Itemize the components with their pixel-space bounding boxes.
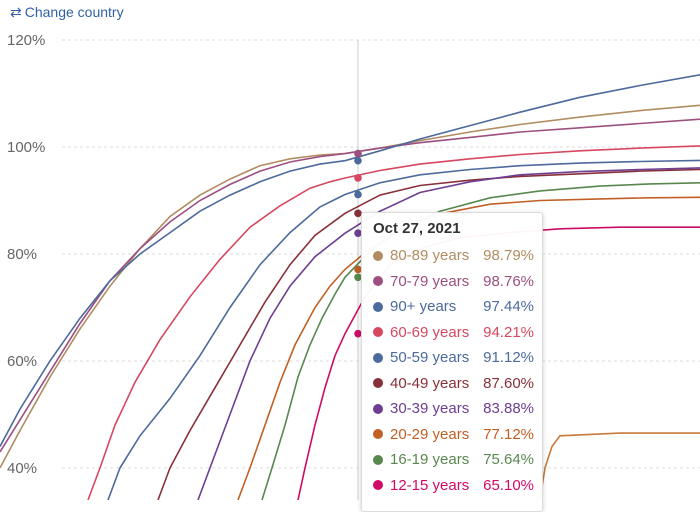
- tooltip-series-value: 65.10%: [483, 476, 534, 494]
- legend-dot-icon: [373, 327, 383, 338]
- series-line-60-69-years: [87, 145, 700, 500]
- series-line-20-29-years: [237, 196, 700, 500]
- tooltip-series-value: 75.64%: [483, 451, 534, 469]
- tooltip-row: 12-15 years 65.10%: [373, 473, 534, 499]
- tooltip-row: 60-69 years 94.21%: [373, 320, 534, 346]
- change-country-button[interactable]: ⇄ Change country: [10, 3, 124, 21]
- legend-dot-icon: [373, 403, 383, 414]
- y-tick-label: 120%: [7, 32, 45, 49]
- series-line-90-years: [0, 74, 700, 447]
- y-tick-label: 60%: [7, 353, 37, 370]
- tooltip-date: Oct 27, 2021: [373, 220, 461, 237]
- tooltip-series-value: 91.12%: [483, 349, 534, 367]
- series-line-80-89-years: [0, 104, 700, 469]
- tooltip-series-name: 20-29 years: [390, 425, 470, 443]
- tooltip-series-value: 98.79%: [483, 247, 534, 265]
- tooltip-series-value: 87.60%: [483, 374, 534, 392]
- hover-dot: [354, 149, 362, 158]
- tooltip-row: 80-89 years 98.79%: [373, 243, 534, 269]
- vaccination-chart[interactable]: 40% 60% 80% 100% 120%: [0, 0, 700, 500]
- legend-dot-icon: [373, 378, 383, 389]
- legend-dot-icon: [373, 276, 383, 287]
- tooltip-series-name: 80-89 years: [390, 247, 470, 265]
- tooltip-row: 90+ years 97.44%: [373, 294, 534, 320]
- legend-dot-icon: [373, 352, 383, 363]
- y-tick-label: 100%: [7, 139, 45, 156]
- tooltip-series-value: 97.44%: [483, 298, 534, 316]
- hover-dot: [354, 273, 362, 282]
- tooltip-series-value: 98.76%: [483, 272, 534, 290]
- tooltip-row: 20-29 years 77.12%: [373, 422, 534, 448]
- legend-dot-icon: [373, 250, 383, 261]
- legend-dot-icon: [373, 429, 383, 440]
- tooltip-row: 40-49 years 87.60%: [373, 371, 534, 397]
- tooltip-row: 70-79 years 98.76%: [373, 269, 534, 295]
- hover-dot: [354, 190, 362, 199]
- change-country-label: Change country: [24, 4, 124, 20]
- legend-dot-icon: [373, 480, 383, 491]
- y-axis-ticks: 40% 60% 80% 100% 120%: [7, 32, 45, 477]
- legend-dot-icon: [373, 454, 383, 465]
- tooltip-series-name: 70-79 years: [390, 272, 470, 290]
- tooltip-series-name: 12-15 years: [390, 476, 470, 494]
- tooltip-series-name: 30-39 years: [390, 400, 470, 418]
- hover-dot: [354, 265, 362, 274]
- hover-dot: [354, 156, 362, 165]
- tooltip-series-name: 16-19 years: [390, 451, 470, 469]
- hover-dot: [354, 229, 362, 238]
- tooltip-series-value: 77.12%: [483, 425, 534, 443]
- chart-series: [0, 74, 700, 500]
- series-line-30-39-years: [197, 167, 700, 500]
- y-tick-label: 40%: [7, 460, 37, 477]
- series-line-extra: [539, 432, 700, 500]
- y-tick-label: 80%: [7, 246, 37, 263]
- tooltip-row: 30-39 years 83.88%: [373, 396, 534, 422]
- hover-dot: [354, 209, 362, 218]
- legend-dot-icon: [373, 301, 383, 312]
- tooltip-series-name: 50-59 years: [390, 349, 470, 367]
- tooltip-row: 50-59 years 91.12%: [373, 345, 534, 371]
- tooltip-row: 16-19 years 75.64%: [373, 447, 534, 473]
- series-line-16-19-years: [261, 182, 700, 500]
- chart-tooltip: Oct 27, 2021 80-89 years 98.79% 70-79 year…: [361, 212, 543, 512]
- swap-arrows-icon: ⇄: [10, 4, 22, 20]
- series-line-70-79-years: [0, 118, 700, 453]
- tooltip-series-value: 94.21%: [483, 323, 534, 341]
- tooltip-series-name: 90+ years: [390, 298, 457, 316]
- tooltip-series-name: 60-69 years: [390, 323, 470, 341]
- tooltip-series-name: 40-49 years: [390, 374, 470, 392]
- hover-dot: [354, 174, 362, 182]
- hover-dot: [354, 329, 362, 338]
- hover-dots: [354, 149, 362, 338]
- series-line-50-59-years: [107, 159, 700, 500]
- tooltip-series-value: 83.88%: [483, 400, 534, 418]
- series-line-40-49-years: [157, 168, 700, 500]
